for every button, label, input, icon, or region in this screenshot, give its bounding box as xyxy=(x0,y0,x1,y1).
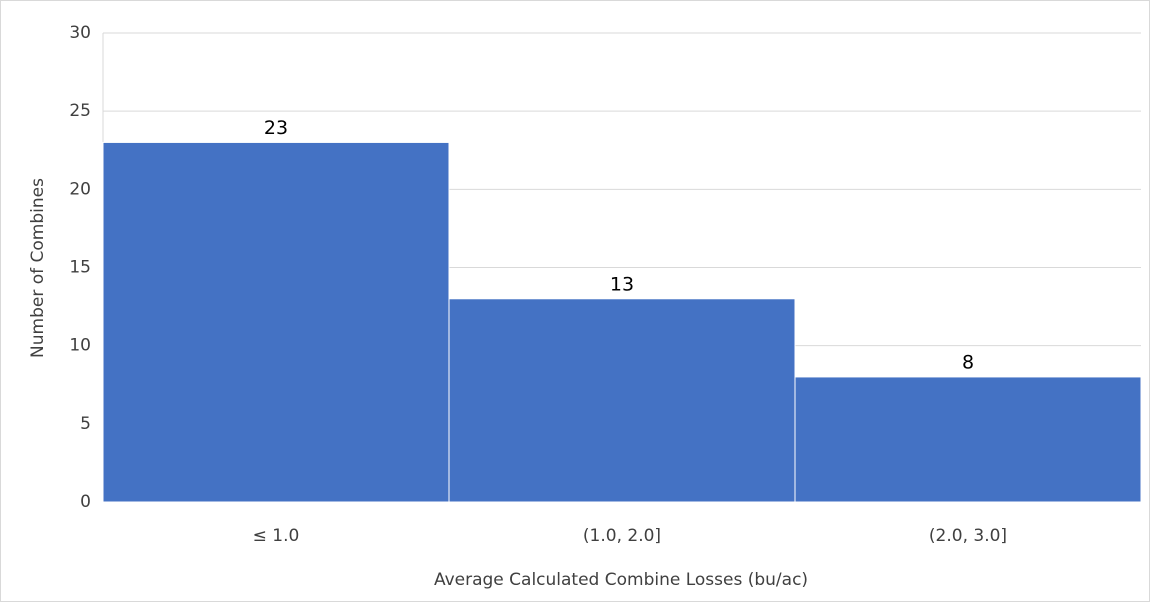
y-tick-label: 10 xyxy=(69,336,91,356)
bar xyxy=(794,376,1142,503)
x-tick-label: (1.0, 2.0] xyxy=(583,526,661,546)
y-tick-label: 30 xyxy=(69,23,91,43)
y-tick-label: 15 xyxy=(69,258,91,278)
data-label: 23 xyxy=(264,117,288,139)
y-axis-label: Number of Combines xyxy=(28,178,48,358)
y-tick-label: 0 xyxy=(80,492,91,512)
bar xyxy=(448,298,796,503)
bar xyxy=(102,141,450,503)
y-tick-label: 25 xyxy=(69,101,91,121)
x-tick-label: ≤ 1.0 xyxy=(253,526,300,546)
x-axis-label: Average Calculated Combine Losses (bu/ac… xyxy=(434,570,808,590)
data-label: 13 xyxy=(610,273,634,295)
data-label: 8 xyxy=(962,351,974,373)
y-tick-label: 20 xyxy=(69,179,91,199)
x-tick-label: (2.0, 3.0] xyxy=(929,526,1007,546)
y-tick-label: 5 xyxy=(80,414,91,434)
